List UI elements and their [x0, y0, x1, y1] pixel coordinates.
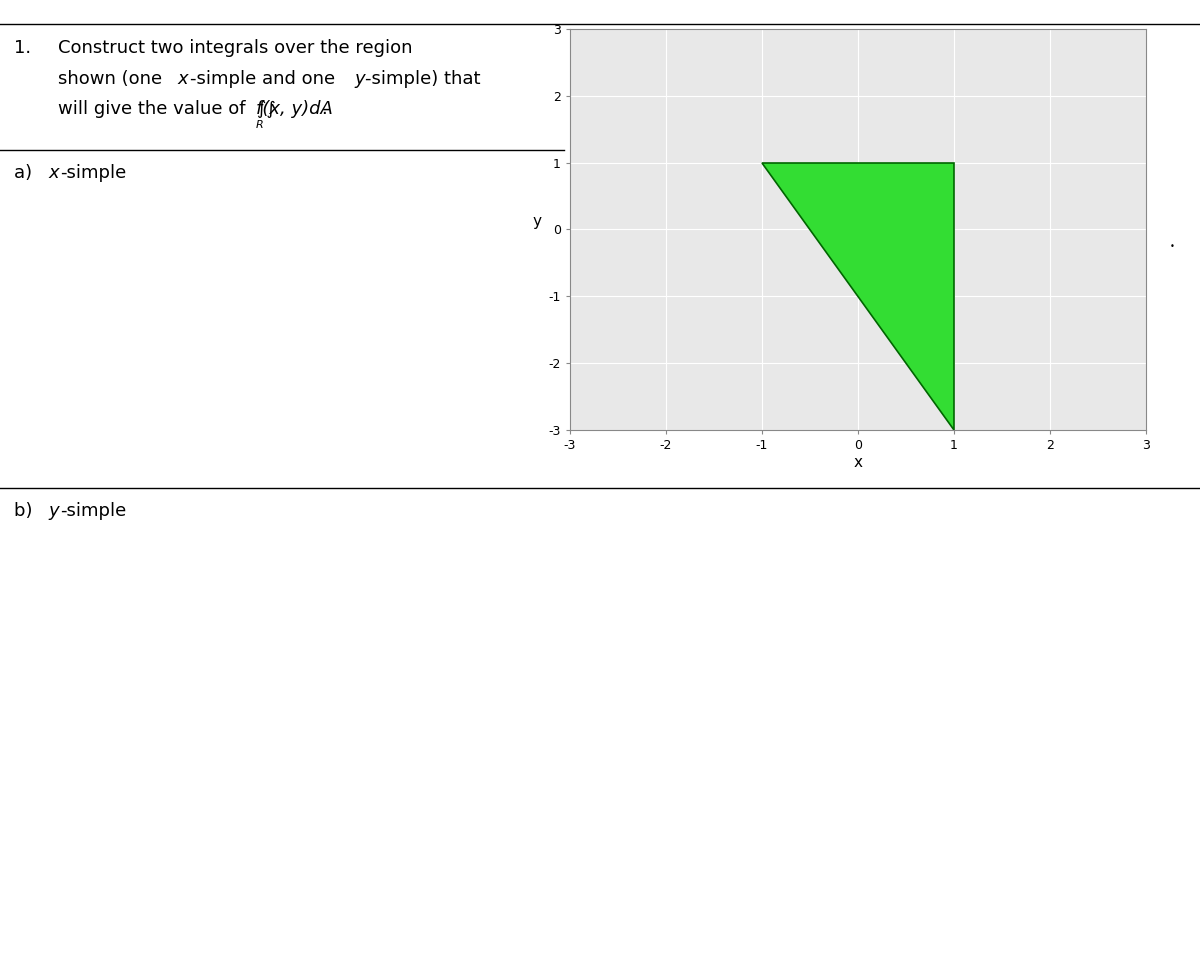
Text: y: y — [354, 70, 365, 88]
Polygon shape — [762, 162, 954, 430]
Text: -simple and one: -simple and one — [190, 70, 341, 88]
Text: x: x — [178, 70, 188, 88]
Text: x: x — [48, 164, 59, 183]
Text: •: • — [1170, 242, 1175, 251]
Text: Construct two integrals over the region: Construct two integrals over the region — [58, 39, 412, 57]
X-axis label: x: x — [853, 455, 863, 469]
Text: .: . — [322, 100, 328, 119]
Text: a): a) — [14, 164, 38, 183]
Text: b): b) — [14, 502, 38, 521]
Text: -simple: -simple — [60, 502, 126, 521]
Text: y: y — [48, 502, 59, 521]
Text: 1.: 1. — [14, 39, 31, 57]
Text: shown (one: shown (one — [58, 70, 168, 88]
Text: will give the value of  ∫∫: will give the value of ∫∫ — [58, 100, 275, 119]
Y-axis label: y: y — [533, 214, 542, 229]
Text: -simple) that: -simple) that — [365, 70, 480, 88]
Text: f(x, y)dA: f(x, y)dA — [256, 100, 332, 119]
Text: -simple: -simple — [60, 164, 126, 183]
Text: R: R — [256, 120, 263, 129]
